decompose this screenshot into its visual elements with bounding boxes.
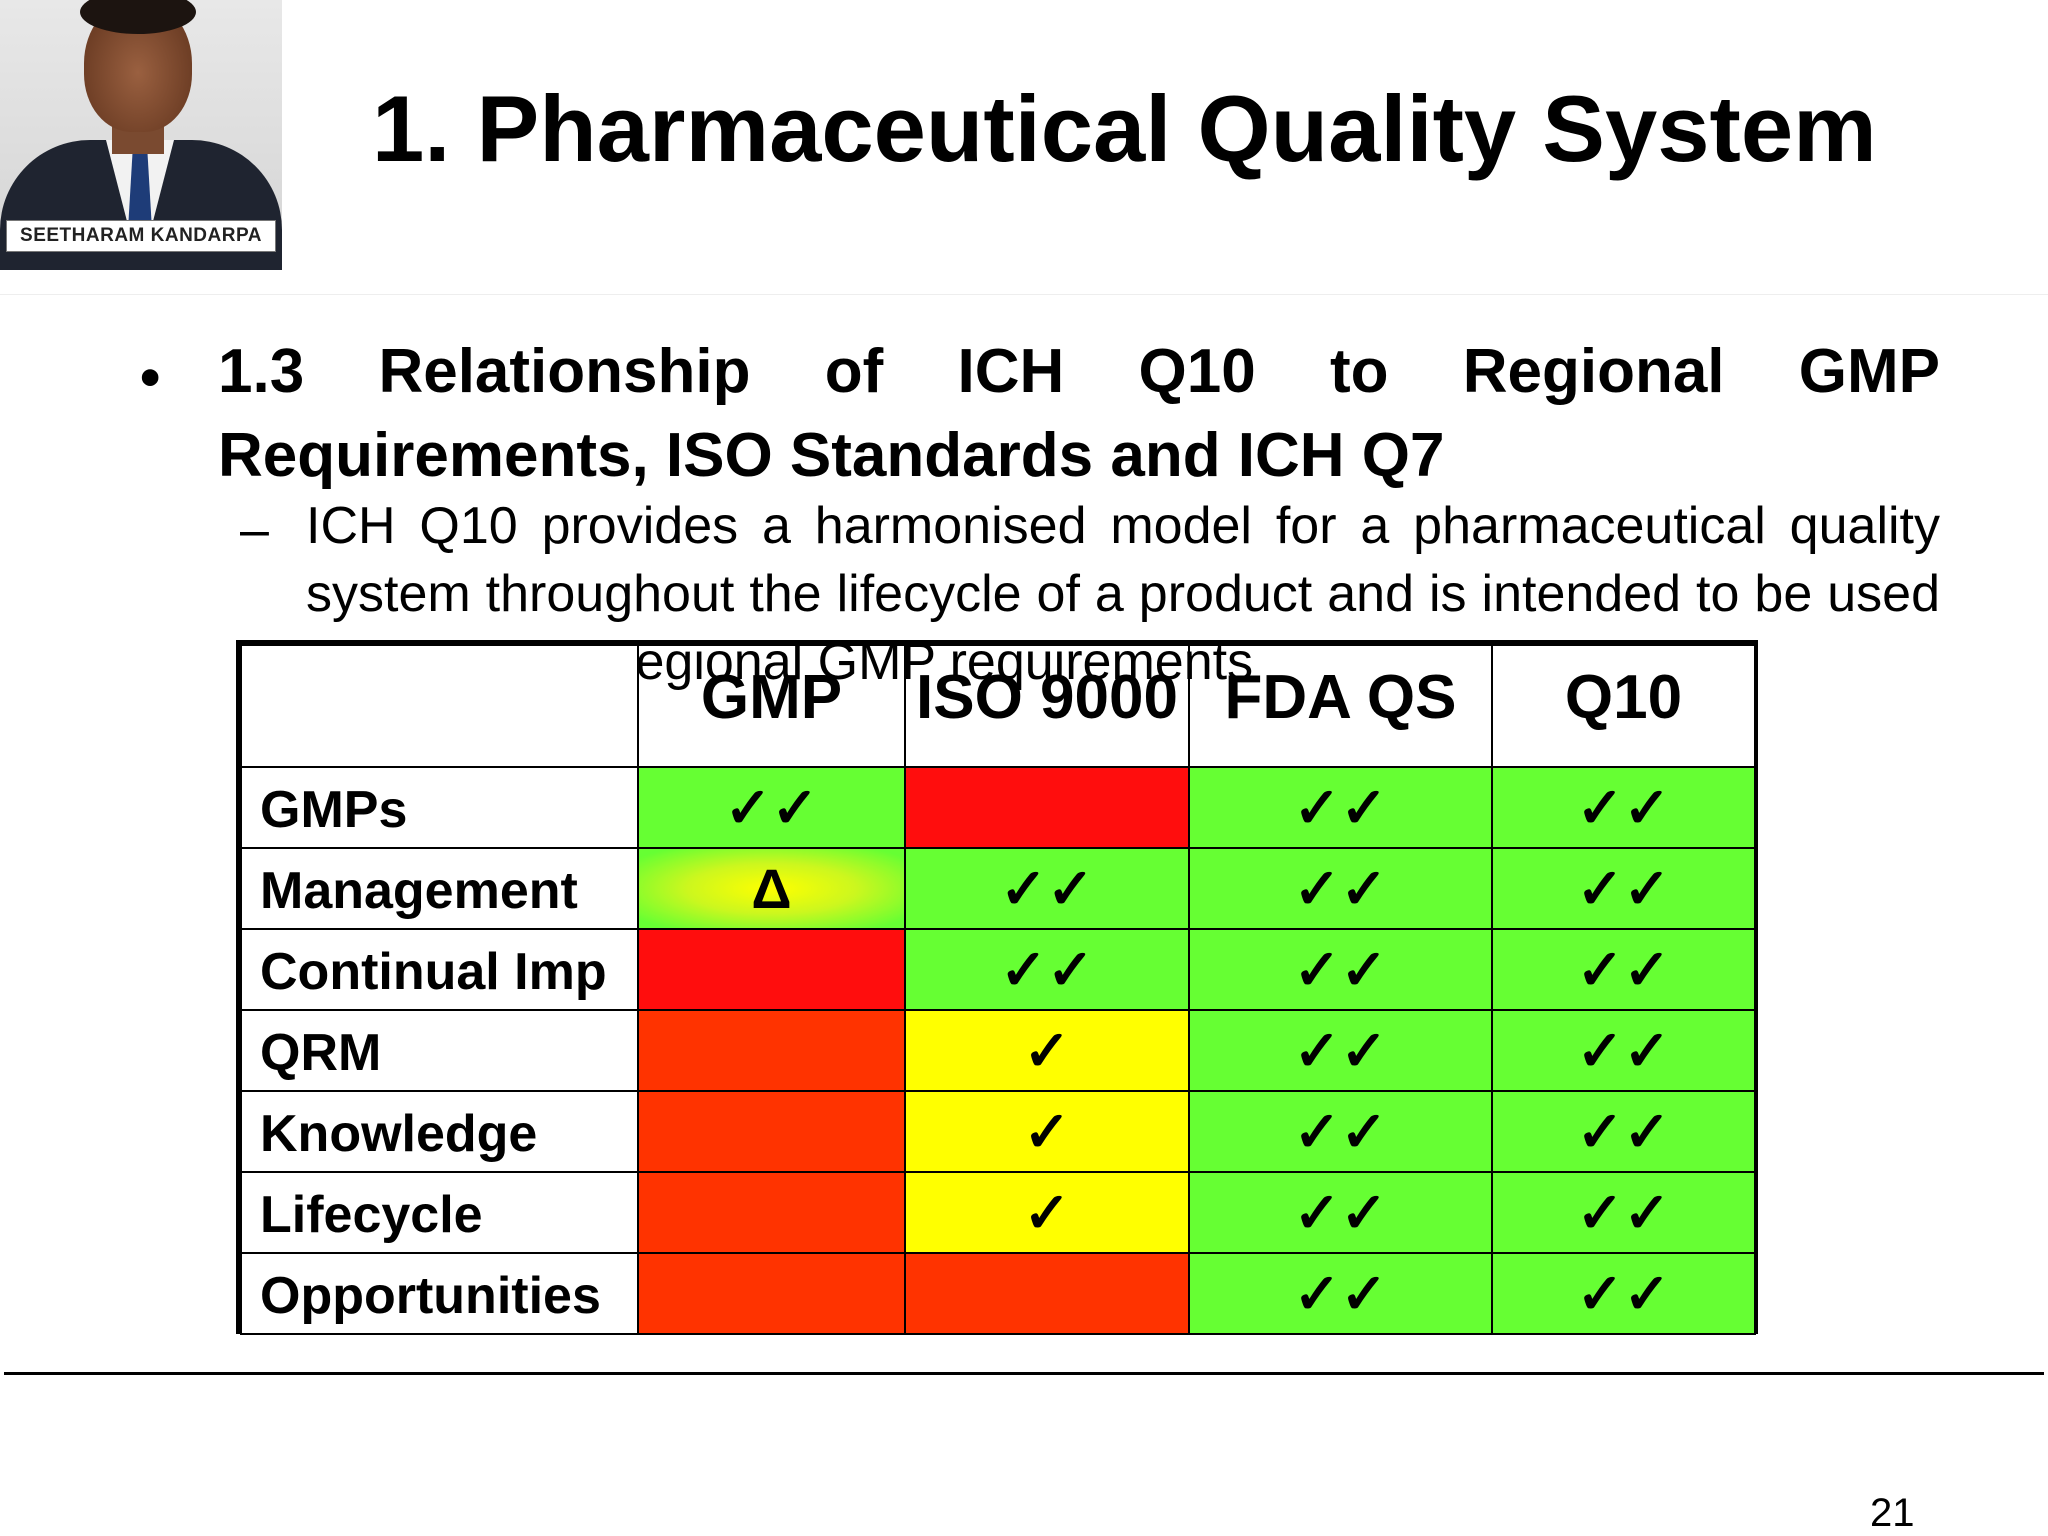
bullet-marker: •	[140, 345, 161, 410]
row-label: Opportunities	[240, 1252, 639, 1335]
section-heading-line2: Requirements, ISO Standards and ICH Q7	[218, 421, 1445, 490]
page-number: 21	[1870, 1491, 1915, 1535]
section-heading: 1.3 Relationship of ICH Q10 to Regional …	[218, 330, 1940, 498]
row-label: Knowledge	[240, 1090, 639, 1173]
rating-cell: ✓✓	[1188, 928, 1493, 1011]
rating-cell: ✓✓	[904, 847, 1190, 930]
row-label: Management	[240, 847, 639, 930]
rating-cell	[637, 1009, 906, 1092]
table-row: Continual Imp ✓✓ ✓✓ ✓✓	[240, 928, 1756, 1011]
row-label: Lifecycle	[240, 1171, 639, 1254]
rating-cell: ✓✓	[1491, 928, 1756, 1011]
table-body: GMPs ✓✓ ✓✓ ✓✓ Management Δ ✓✓ ✓✓ ✓✓ Continual Imp…	[240, 766, 1756, 1335]
row-label: Continual Imp	[240, 928, 639, 1011]
rating-cell: ✓	[904, 1009, 1190, 1092]
table-row: Management Δ ✓✓ ✓✓ ✓✓	[240, 847, 1756, 930]
row-label: QRM	[240, 1009, 639, 1092]
rating-cell	[637, 1252, 906, 1335]
rating-cell: ✓✓	[1188, 1090, 1493, 1173]
rating-cell	[637, 928, 906, 1011]
presenter-photo: SEETHARAM KANDARPA	[0, 0, 282, 270]
rating-cell	[904, 766, 1190, 849]
rating-cell: ✓✓	[1491, 1252, 1756, 1335]
rating-cell: ✓✓	[1491, 1171, 1756, 1254]
rating-cell: ✓✓	[1491, 1090, 1756, 1173]
table-row: Lifecycle ✓ ✓✓ ✓✓	[240, 1171, 1756, 1254]
rating-cell	[904, 1252, 1190, 1335]
rating-cell: ✓✓	[1188, 847, 1493, 930]
sub-bullet-marker: –	[240, 501, 269, 559]
rating-cell: ✓✓	[1188, 766, 1493, 849]
table-row: Knowledge ✓ ✓✓ ✓✓	[240, 1090, 1756, 1173]
rating-cell: ✓✓	[1188, 1171, 1493, 1254]
rating-cell: ✓✓	[637, 766, 906, 849]
comparison-table: GMP ISO 9000 FDA QS Q10 GMPs ✓✓ ✓✓ ✓✓ Managemen…	[236, 640, 1758, 1335]
rating-cell: Δ	[637, 847, 906, 930]
rating-cell: ✓	[904, 1171, 1190, 1254]
table-row: GMPs ✓✓ ✓✓ ✓✓	[240, 766, 1756, 849]
rating-cell: ✓✓	[1491, 766, 1756, 849]
header-divider	[0, 294, 2048, 295]
rating-cell: ✓	[904, 1090, 1190, 1173]
rating-cell: ✓✓	[904, 928, 1190, 1011]
row-label: GMPs	[240, 766, 639, 849]
column-header: FDA QS	[1188, 644, 1493, 768]
rating-cell: ✓✓	[1188, 1009, 1493, 1092]
footer-divider	[4, 1372, 2044, 1375]
column-header: Q10	[1491, 644, 1756, 768]
rating-cell	[637, 1171, 906, 1254]
column-header: ISO 9000	[904, 644, 1190, 768]
presenter-name: SEETHARAM KANDARPA	[6, 220, 276, 252]
column-header: GMP	[637, 644, 906, 768]
rating-cell	[637, 1090, 906, 1173]
rating-cell: ✓✓	[1491, 847, 1756, 930]
table-row: QRM ✓ ✓✓ ✓✓	[240, 1009, 1756, 1092]
rating-cell: ✓✓	[1491, 1009, 1756, 1092]
section-heading-line1: 1.3 Relationship of ICH Q10 to Regional …	[218, 337, 1940, 406]
slide-title: 1. Pharmaceutical Quality System	[372, 76, 1877, 181]
table-header-row: GMP ISO 9000 FDA QS Q10	[240, 644, 1756, 768]
table-row: Opportunities ✓✓ ✓✓	[240, 1252, 1756, 1335]
table-corner-cell	[240, 644, 639, 768]
rating-cell: ✓✓	[1188, 1252, 1493, 1335]
